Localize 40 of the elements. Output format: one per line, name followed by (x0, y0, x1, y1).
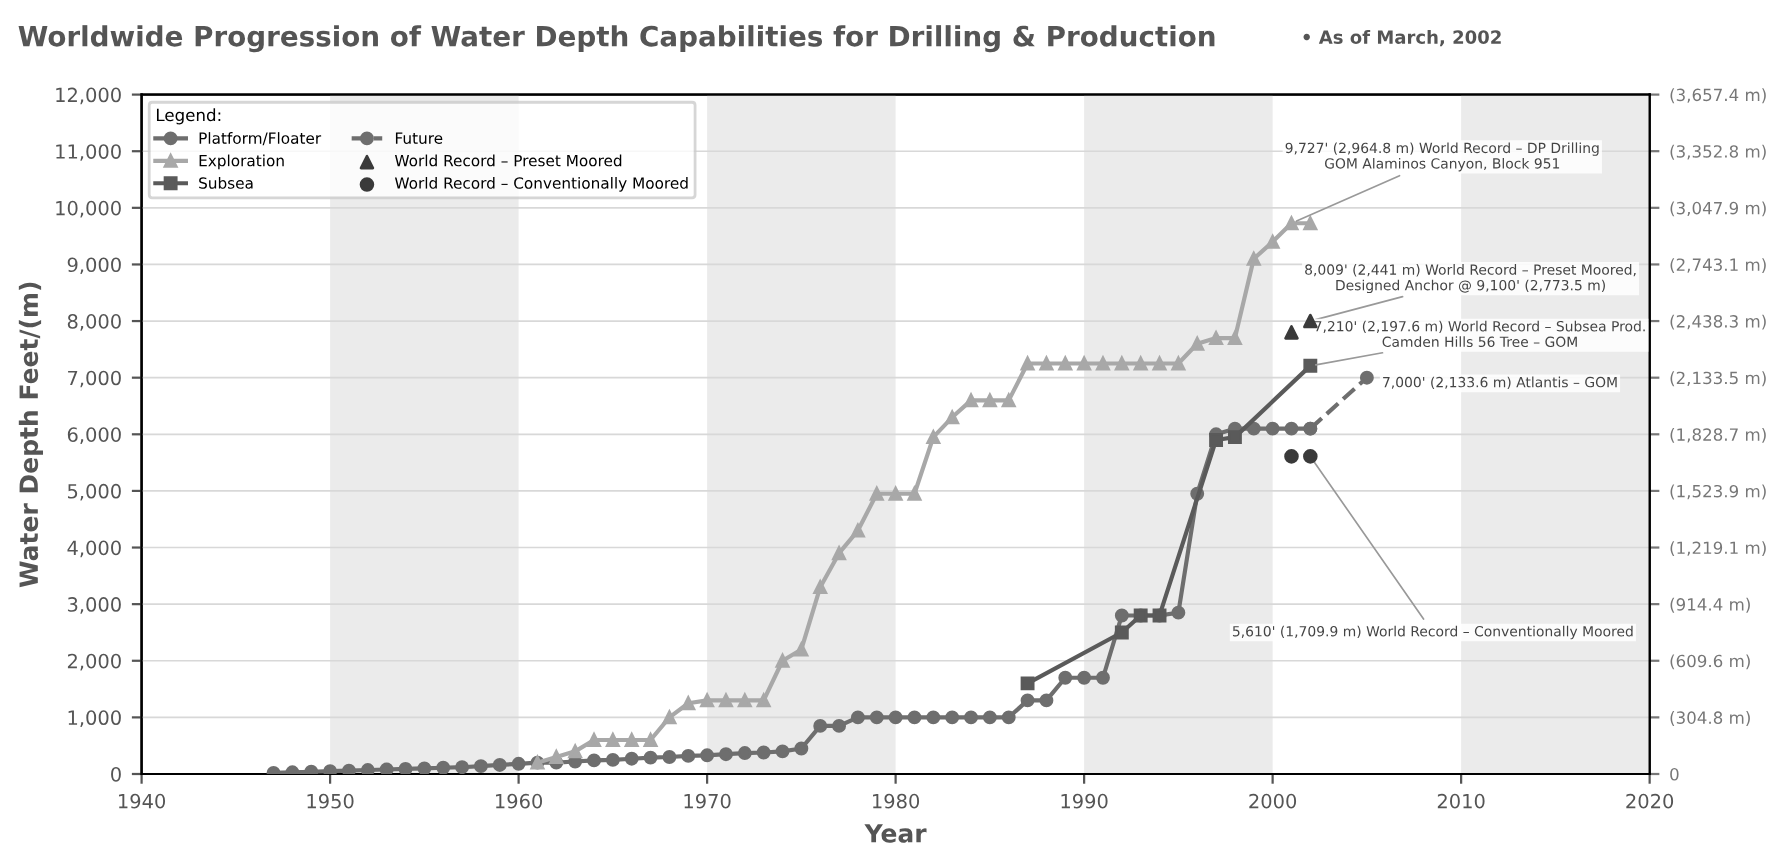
y-tick-label: 12,000 (56, 87, 121, 105)
y2-tick-label: (1,219.1 m) (1670, 541, 1766, 557)
y-tick-label: 7,000 (68, 370, 121, 388)
x-axis-title: Year (864, 824, 927, 843)
y2-tick-label: (304.8 m) (1670, 711, 1750, 726)
y2-tick-label: (3,657.4 m) (1670, 88, 1766, 104)
x-tick-label: 2020 (1626, 793, 1674, 809)
y-tick-label: 6,000 (67, 427, 121, 444)
y-tick-label: 1,000 (68, 710, 121, 728)
y2-tick-label: (3,047.9 m) (1670, 201, 1766, 217)
y2-tick-label: (2,133.5 m) (1670, 371, 1766, 387)
y-tick-label: 11,000 (56, 144, 121, 161)
legend-title: Legend: (156, 108, 221, 125)
y2-tick-label: (1,828.7 m) (1670, 427, 1766, 443)
y-tick-label: 3,000 (67, 597, 121, 614)
y2-tick-label: (1,523.9 m) (1670, 484, 1766, 500)
x-tick-label: 1960 (496, 793, 543, 809)
x-tick-label: 2010 (1437, 793, 1485, 809)
y-tick-label: 4,000 (67, 540, 121, 558)
y2-tick-label: (2,438.3 m) (1670, 314, 1766, 330)
y-tick-label: 8,000 (67, 314, 121, 331)
y-tick-label: 0 (111, 766, 121, 782)
y-tick-label: 10,000 (56, 200, 121, 218)
y2-tick-label: (3,352.8 m) (1670, 144, 1766, 160)
x-tick-label: 1980 (873, 793, 920, 809)
y2-tick-label: (609.6 m) (1670, 654, 1750, 670)
y2-tick-label: (2,743.1 m) (1670, 258, 1766, 273)
y-tick-label: 2,000 (67, 653, 121, 671)
chart-subtitle: • As of March, 2002 (1303, 29, 1501, 47)
x-tick-label: 1950 (307, 793, 354, 809)
y-tick-label: 5,000 (67, 483, 121, 501)
x-tick-label: 1990 (1061, 793, 1108, 809)
x-tick-label: 1970 (684, 793, 731, 809)
y-axis-title: Water Depth Feet/(m) (18, 282, 44, 588)
y2-tick-label: (914.4 m) (1670, 597, 1750, 613)
x-tick-label: 2000 (1249, 793, 1297, 809)
y2-tick-label: 0 (1670, 767, 1679, 781)
chart-title: Worldwide Progression of Water Depth Capabilities for Drilling & Production (18, 25, 1215, 53)
x-tick-label: 1940 (118, 793, 166, 809)
y-tick-label: 9,000 (67, 257, 121, 275)
